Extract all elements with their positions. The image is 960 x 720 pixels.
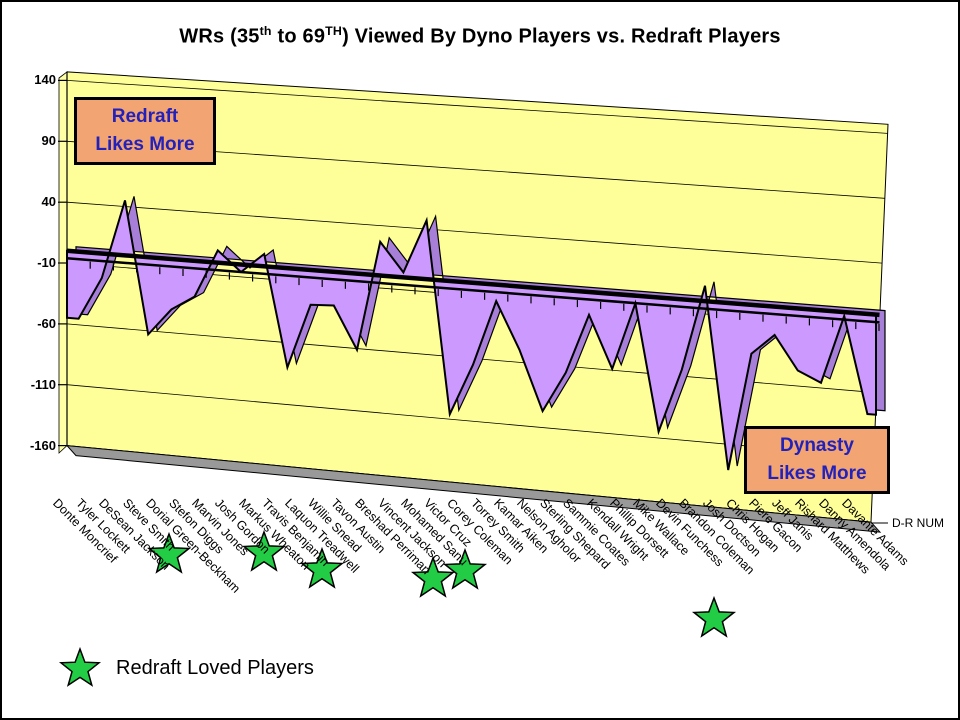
y-axis-tick-label: -10: [37, 255, 56, 270]
series-axis-label: D-R NUM: [892, 516, 944, 530]
y-axis-tick-label: -60: [37, 316, 56, 331]
star-marker: [691, 595, 737, 638]
callout-line: Likes More: [95, 134, 195, 155]
callout-line: Likes More: [767, 463, 867, 484]
title-part: ) Viewed By Dyno Players vs. Redraft Pla…: [342, 25, 781, 48]
y-axis-tick-label: 90: [41, 133, 56, 148]
star-marker: [442, 547, 488, 590]
legend-label: Redraft Loved Players: [116, 656, 314, 679]
redraft-likes-more-callout: Redraft Likes More: [74, 97, 216, 165]
star-marker: [299, 546, 345, 589]
star-marker: [241, 529, 287, 572]
legend: Redraft Loved Players: [58, 646, 314, 690]
callout-line: Dynasty: [780, 435, 854, 457]
star-marker: [146, 531, 192, 574]
chart-title: WRs (35th to 69TH) Viewed By Dyno Player…: [2, 24, 958, 49]
y-axis-tick-label: 140: [34, 72, 56, 87]
y-axis-tick-label: -160: [29, 438, 56, 453]
title-part: WRs (35: [179, 25, 260, 48]
y-axis-tick-label: 40: [41, 194, 56, 209]
star-icon: [58, 646, 102, 687]
title-superscript: TH: [325, 24, 343, 38]
dynasty-likes-more-callout: Dynasty Likes More: [744, 426, 890, 494]
callout-line: Redraft: [111, 106, 179, 128]
title-superscript: th: [259, 24, 272, 38]
title-part: to 69: [271, 25, 326, 48]
y-axis-tick-label: -110: [30, 377, 56, 392]
star-marker: [410, 555, 456, 598]
